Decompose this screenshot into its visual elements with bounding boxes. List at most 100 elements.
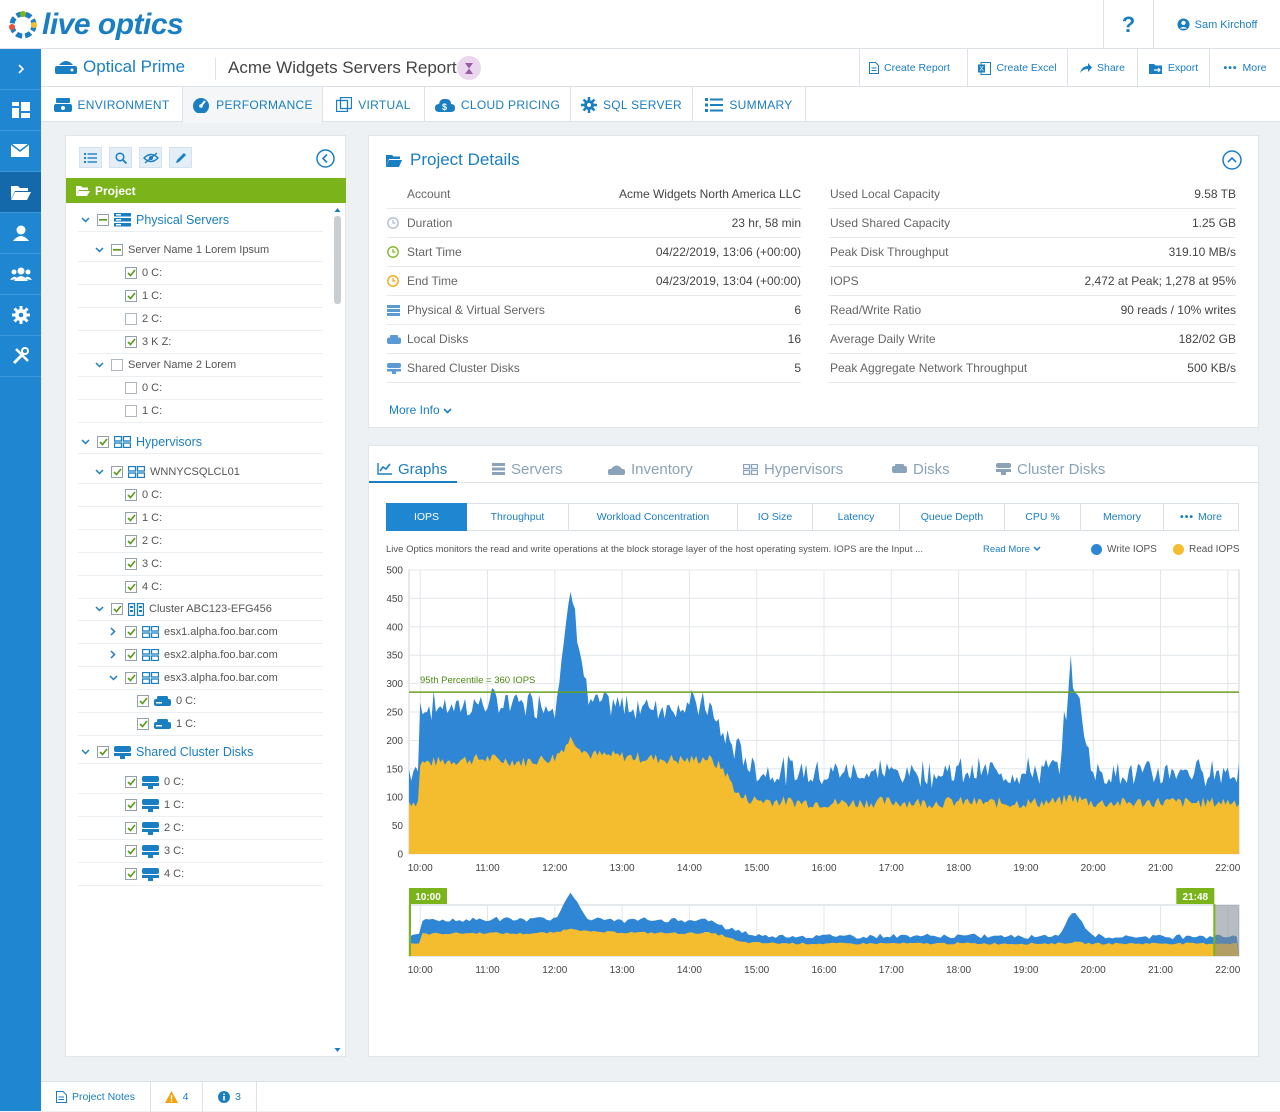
tab-summary[interactable]: SUMMARY: [693, 87, 806, 122]
tree-checkbox[interactable]: [125, 845, 137, 857]
tree-item[interactable]: 4 C:: [78, 576, 323, 599]
tab-graphs[interactable]: Graphs: [377, 456, 447, 482]
tree-checkbox[interactable]: [125, 672, 137, 684]
create-report-button[interactable]: Create Report: [859, 49, 959, 87]
more-button[interactable]: ••• More: [1209, 49, 1280, 87]
tab-sql-server[interactable]: SQL SERVER: [571, 87, 693, 122]
logo[interactable]: live optics: [8, 6, 184, 44]
subtab-cpu[interactable]: CPU %: [1005, 503, 1081, 531]
rail-messages-button[interactable]: [0, 131, 41, 172]
chevron-down-icon[interactable]: [92, 467, 106, 477]
chevron-right-icon[interactable]: [106, 649, 120, 661]
tree-item[interactable]: 0 C:: [78, 484, 323, 507]
tree-checkbox[interactable]: [125, 626, 137, 638]
subtab-throughput[interactable]: Throughput: [467, 503, 569, 531]
tree-checkbox[interactable]: [111, 244, 123, 256]
subtab-more[interactable]: ••• More: [1164, 503, 1239, 531]
tree-item[interactable]: 0 C:: [78, 377, 323, 400]
tree-checkbox[interactable]: [125, 290, 137, 302]
tree-item[interactable]: Cluster ABC123-EFG456: [78, 598, 323, 621]
subtab-memory[interactable]: Memory: [1081, 503, 1164, 531]
tree-item[interactable]: 4 C:: [78, 863, 323, 886]
chevron-down-icon[interactable]: [78, 215, 92, 225]
tree-checkbox[interactable]: [125, 313, 137, 325]
tree-group-hypervisors[interactable]: Hypervisors: [78, 431, 323, 454]
create-excel-button[interactable]: X Create Excel: [967, 49, 1067, 87]
tree-item[interactable]: WNNYCSQLCL01: [78, 461, 323, 484]
tab-disks[interactable]: Disks: [892, 456, 950, 482]
tree-checkbox[interactable]: [125, 336, 137, 348]
tree-item[interactable]: Server Name 1 Lorem Ipsum: [78, 239, 323, 262]
help-button[interactable]: ?: [1103, 0, 1153, 49]
tree-checkbox[interactable]: [125, 512, 137, 524]
tree-checkbox[interactable]: [97, 436, 109, 448]
rail-team-button[interactable]: [0, 254, 41, 295]
tree-item[interactable]: 2 C:: [78, 530, 323, 553]
tree-item[interactable]: Server Name 2 Lorem: [78, 354, 323, 377]
tree-checkbox[interactable]: [125, 581, 137, 593]
tree-item[interactable]: 2 C:: [78, 308, 323, 331]
tree-item[interactable]: 1 C:: [78, 507, 323, 530]
tree-item[interactable]: 0 C:: [78, 771, 323, 794]
tree-checkbox[interactable]: [125, 382, 137, 394]
rail-tools-button[interactable]: [0, 336, 41, 377]
tree-checkbox[interactable]: [125, 405, 137, 417]
subtab-queue-depth[interactable]: Queue Depth: [900, 503, 1005, 531]
tree-checkbox[interactable]: [125, 489, 137, 501]
warnings-button[interactable]: 4: [151, 1082, 203, 1112]
tree-item[interactable]: 2 C:: [78, 817, 323, 840]
read-more-link[interactable]: Read More: [983, 544, 1041, 555]
legend-write[interactable]: Write IOPS: [1091, 544, 1157, 555]
collapse-panel-button[interactable]: [316, 149, 335, 173]
tree-item[interactable]: esx1.alpha.foo.bar.com: [78, 621, 323, 644]
user-menu[interactable]: Sam Kirchoff: [1153, 0, 1280, 49]
tab-cluster-disks[interactable]: Cluster Disks: [996, 456, 1105, 482]
rail-user-button[interactable]: [0, 213, 41, 254]
tree-checkbox[interactable]: [97, 214, 109, 226]
tree-checkbox[interactable]: [125, 799, 137, 811]
tree-checkbox[interactable]: [97, 746, 109, 758]
iops-chart[interactable]: 0 50 100 150 200 250 300 350 400 450 500 10:00 11:00…: [369, 562, 1258, 982]
tree-item[interactable]: 3 K Z:: [78, 331, 323, 354]
tree-checkbox[interactable]: [125, 868, 137, 880]
tree-checkbox[interactable]: [125, 558, 137, 570]
tab-cloud-pricing[interactable]: $ CLOUD PRICING: [425, 87, 571, 122]
tree-item[interactable]: 1 C:: [78, 285, 323, 308]
tree-checkbox[interactable]: [111, 603, 123, 615]
tree-item[interactable]: 1 C:: [78, 400, 323, 423]
tab-environment[interactable]: ENVIRONMENT: [41, 87, 183, 122]
tab-hypervisors[interactable]: Hypervisors: [743, 456, 843, 482]
tree-checkbox[interactable]: [125, 776, 137, 788]
info-button[interactable]: 3: [203, 1082, 257, 1112]
tree-group-shared-cluster-disks[interactable]: Shared Cluster Disks: [78, 741, 323, 764]
subtab-io-size[interactable]: IO Size: [738, 503, 813, 531]
tree-search-button[interactable]: [109, 147, 132, 168]
legend-read[interactable]: Read IOPS: [1173, 544, 1240, 555]
tree-group-physical-servers[interactable]: Physical Servers: [78, 209, 323, 232]
tree-edit-button[interactable]: [169, 147, 192, 168]
tree-item[interactable]: 3 C:: [78, 553, 323, 576]
share-button[interactable]: Share: [1067, 49, 1137, 87]
chevron-down-icon[interactable]: [106, 673, 120, 683]
tree-checkbox[interactable]: [137, 695, 149, 707]
tree-item[interactable]: 0 C:: [78, 262, 323, 285]
chevron-down-icon[interactable]: [78, 747, 92, 757]
tree-root-project[interactable]: Project: [66, 178, 346, 203]
rail-settings-button[interactable]: [0, 295, 41, 336]
navigator-start-handle[interactable]: 10:00: [409, 888, 447, 956]
subtab-iops[interactable]: IOPS: [386, 503, 467, 531]
tab-performance[interactable]: PERFORMANCE: [183, 87, 323, 123]
rail-dashboard-button[interactable]: [0, 90, 41, 131]
tree-checkbox[interactable]: [125, 267, 137, 279]
tree-scrollbar[interactable]: [332, 206, 343, 1056]
collapse-details-button[interactable]: [1222, 150, 1242, 175]
tree-checkbox[interactable]: [125, 822, 137, 834]
tab-virtual[interactable]: VIRTUAL: [323, 87, 425, 122]
subtab-latency[interactable]: Latency: [813, 503, 900, 531]
chevron-down-icon[interactable]: [92, 360, 106, 370]
tree-item[interactable]: 1 C:: [78, 713, 323, 736]
chevron-down-icon[interactable]: [78, 437, 92, 447]
rail-expand-button[interactable]: [0, 49, 41, 90]
navigator-end-handle[interactable]: 21:48: [1176, 888, 1216, 956]
chevron-down-icon[interactable]: [92, 604, 106, 614]
